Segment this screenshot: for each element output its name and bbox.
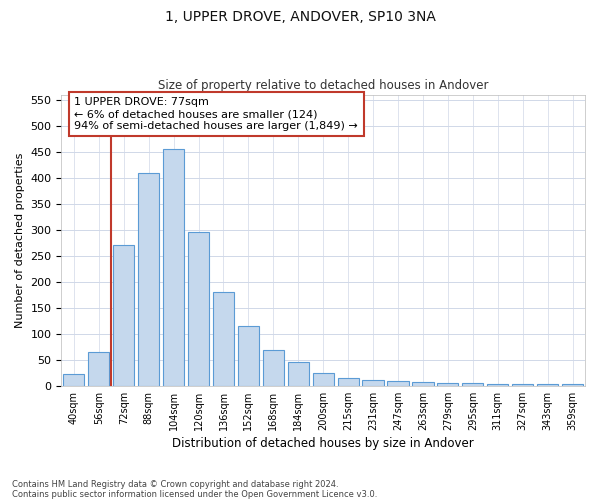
Bar xyxy=(238,326,259,386)
Bar xyxy=(63,374,85,386)
Bar xyxy=(338,378,359,386)
Bar xyxy=(362,380,383,386)
Bar xyxy=(313,373,334,386)
Bar xyxy=(88,352,109,386)
Y-axis label: Number of detached properties: Number of detached properties xyxy=(15,152,25,328)
Bar xyxy=(437,382,458,386)
Text: 1, UPPER DROVE, ANDOVER, SP10 3NA: 1, UPPER DROVE, ANDOVER, SP10 3NA xyxy=(164,10,436,24)
Bar xyxy=(462,383,484,386)
Bar xyxy=(188,232,209,386)
Bar xyxy=(537,384,558,386)
Bar xyxy=(163,149,184,386)
Bar xyxy=(138,172,159,386)
Bar xyxy=(263,350,284,386)
Bar xyxy=(287,362,309,386)
Bar xyxy=(388,381,409,386)
Bar xyxy=(512,384,533,386)
Bar xyxy=(562,384,583,386)
Bar xyxy=(412,382,434,386)
Bar xyxy=(487,384,508,386)
Text: Contains HM Land Registry data © Crown copyright and database right 2024.
Contai: Contains HM Land Registry data © Crown c… xyxy=(12,480,377,499)
Bar xyxy=(113,246,134,386)
Title: Size of property relative to detached houses in Andover: Size of property relative to detached ho… xyxy=(158,79,488,92)
X-axis label: Distribution of detached houses by size in Andover: Distribution of detached houses by size … xyxy=(172,437,474,450)
Bar xyxy=(213,292,234,386)
Text: 1 UPPER DROVE: 77sqm
← 6% of detached houses are smaller (124)
94% of semi-detac: 1 UPPER DROVE: 77sqm ← 6% of detached ho… xyxy=(74,98,358,130)
